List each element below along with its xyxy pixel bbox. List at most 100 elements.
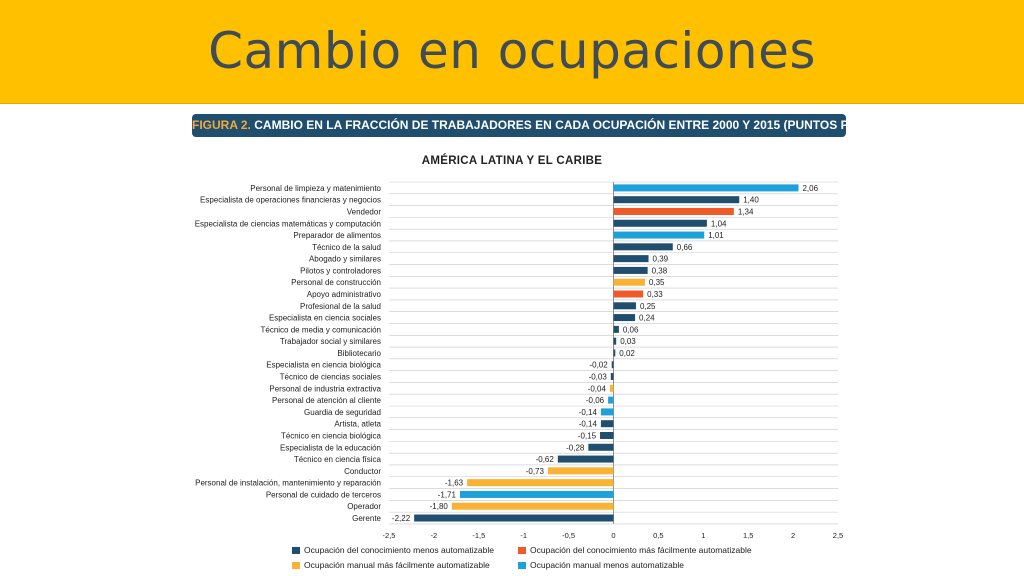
bar [613, 337, 617, 345]
bar [613, 349, 616, 357]
bar [611, 361, 614, 369]
bar [451, 502, 614, 510]
bar [610, 373, 614, 381]
data-label: 0,39 [653, 255, 669, 264]
category-label: Personal de atención al cliente [272, 396, 382, 405]
data-label: 0,25 [640, 302, 656, 311]
bar [414, 514, 614, 522]
data-label: 1,34 [738, 207, 754, 216]
category-label: Especialista de la educación [280, 443, 381, 452]
bar [613, 255, 649, 263]
category-label: Personal de construcción [291, 278, 381, 287]
data-label: -0,02 [589, 361, 608, 370]
bar [600, 431, 614, 439]
category-label: Personal de limpieza y matenimiento [250, 184, 381, 193]
data-label: -0,62 [536, 455, 555, 464]
legend-swatch [518, 562, 526, 570]
data-label: 0,03 [620, 337, 636, 346]
bar [613, 207, 734, 215]
bar [613, 314, 636, 322]
x-tick-label: 2 [791, 531, 795, 540]
figure-caption: CAMBIO EN LA FRACCIÓN DE TRABAJADORES EN… [254, 118, 846, 132]
data-label: 1,01 [708, 231, 724, 240]
x-tick-label: 0,5 [653, 531, 663, 540]
legend-item-manual-mas: Ocupación manual más fácilmente automati… [292, 560, 490, 570]
category-label: Técnico de ciencias sociales [280, 373, 381, 382]
category-label: Pilotos y controladores [300, 266, 381, 275]
category-label: Trabajador social y similares [280, 337, 381, 346]
bar [613, 196, 740, 204]
x-tick-label: -0,5 [562, 531, 575, 540]
bar [613, 219, 707, 227]
category-label: Técnico en ciencia física [294, 455, 382, 464]
category-label: Personal de cuidado de terceros [266, 490, 381, 499]
data-label: -1,80 [430, 502, 449, 511]
data-label: 0,02 [619, 349, 635, 358]
bar [613, 278, 645, 286]
data-label: -0,14 [579, 420, 598, 429]
category-label: Técnico en ciencia biológica [281, 431, 382, 440]
x-tick-label: 1,5 [743, 531, 753, 540]
data-label: -0,28 [566, 443, 585, 452]
data-label: -0,03 [589, 373, 608, 382]
bar [613, 290, 644, 298]
bar [588, 443, 614, 451]
legend-swatch [292, 562, 300, 570]
category-label: Guardia de seguridad [304, 408, 381, 417]
category-label: Personal de instalación, mantenimiento y… [195, 479, 381, 488]
category-label: Especialista de operaciones financieras … [200, 196, 381, 205]
category-label: Bibliotecario [337, 349, 381, 358]
bar [609, 384, 614, 392]
slide-title: Cambio en ocupaciones [208, 22, 816, 80]
data-label: 0,06 [623, 325, 639, 334]
bar [613, 302, 636, 310]
category-label: Personal de industria extractiva [269, 384, 381, 393]
category-label: Conductor [344, 467, 381, 476]
data-label: 2,06 [802, 184, 818, 193]
data-label: 0,38 [652, 266, 668, 275]
bar [459, 490, 614, 498]
data-label: -2,22 [392, 514, 411, 523]
x-tick-label: -2 [431, 531, 438, 540]
bar [613, 243, 673, 251]
x-tick-label: 2,5 [833, 531, 843, 540]
legend-swatch [292, 547, 300, 555]
data-label: -1,71 [438, 490, 457, 499]
data-label: 0,66 [677, 243, 693, 252]
category-label: Operador [347, 502, 381, 511]
category-label: Apoyo administrativo [307, 290, 382, 299]
x-tick-label: -1,5 [472, 531, 485, 540]
data-label: -1,63 [445, 479, 464, 488]
category-label: Técnico de la salud [312, 243, 381, 252]
bar [613, 325, 619, 333]
legend-item-conocimiento-menos: Ocupación del conocimiento menos automat… [292, 545, 494, 555]
bar [547, 467, 614, 475]
data-label: 0,35 [649, 278, 665, 287]
x-tick-label: 0 [611, 531, 615, 540]
data-label: 1,40 [743, 196, 759, 205]
bar [613, 184, 799, 192]
bar [557, 455, 614, 463]
category-label: Técnico de media y comunicación [260, 325, 381, 334]
data-label: 0,33 [647, 290, 663, 299]
data-label: 1,04 [711, 219, 727, 228]
legend-item-conocimiento-mas: Ocupación del conocimiento más fácilment… [518, 545, 752, 555]
category-label: Gerente [352, 514, 381, 523]
title-banner: Cambio en ocupaciones [0, 0, 1024, 104]
category-label: Abogado y similares [309, 255, 381, 264]
x-tick-label: -1 [520, 531, 527, 540]
data-label: -0,04 [588, 384, 607, 393]
bar [600, 420, 614, 428]
bar [613, 231, 705, 239]
data-label: 0,24 [639, 314, 655, 323]
data-label: -0,15 [578, 431, 597, 440]
category-label: Artista, atleta [334, 420, 381, 429]
bar [600, 408, 614, 416]
category-label: Vendedor [347, 207, 382, 216]
legend-label: Ocupación manual menos automatizable [530, 560, 685, 570]
category-label: Preparador de alimentos [293, 231, 381, 240]
figure-prefix: FIGURA 2. [192, 118, 251, 132]
bar [467, 479, 614, 487]
legend-label: Ocupación del conocimiento menos automat… [304, 545, 494, 555]
